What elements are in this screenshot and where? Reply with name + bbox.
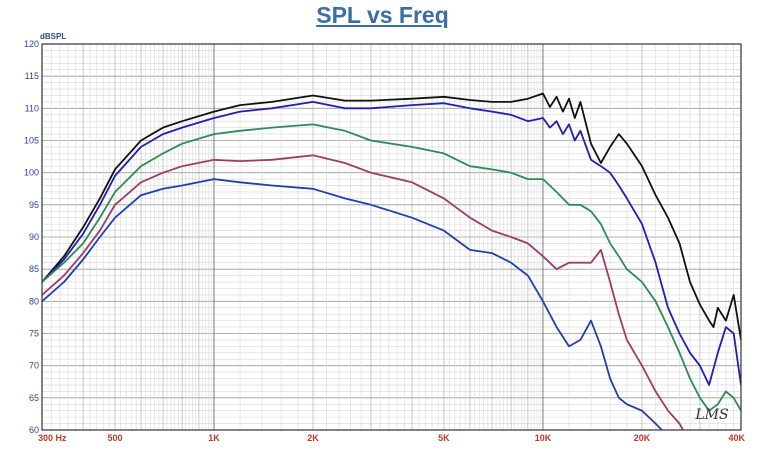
y-tick-label: 70 (29, 361, 39, 371)
y-tick-label: 95 (29, 200, 39, 210)
x-tick-label: 40K (728, 433, 745, 443)
y-tick-label: 75 (29, 329, 39, 339)
y-tick-label: 80 (29, 296, 39, 306)
series-line-5 (42, 178, 664, 430)
chart-title: SPL vs Freq (316, 2, 449, 28)
x-tick-label: 500 (107, 433, 122, 443)
x-tick-label: 5K (438, 433, 450, 443)
x-tick-label: 2K (307, 433, 319, 443)
y-tick-label: 90 (29, 232, 39, 242)
y-tick-label: 65 (29, 393, 39, 403)
plot-frame (41, 43, 742, 431)
y-tick-label: 105 (24, 136, 39, 146)
series-line-2 (42, 101, 741, 386)
series-line-1 (42, 92, 741, 341)
y-tick-label: 60 (29, 425, 39, 435)
y-tick-label: 85 (29, 264, 39, 274)
x-tick-label: 20K (634, 433, 651, 443)
x-tick-label: 10K (535, 433, 552, 443)
x-tick-label: 1K (208, 433, 220, 443)
y-tick-label: 110 (25, 103, 39, 113)
series-line-4 (42, 154, 685, 430)
lms-watermark: LMS (694, 407, 728, 423)
y-tick-label: 120 (24, 39, 39, 49)
y-tick-label: 115 (25, 71, 39, 81)
series-lines (42, 92, 741, 430)
x-tick-label: 300 Hz (38, 433, 67, 443)
series-line-3 (42, 123, 741, 412)
y-tick-label: 100 (24, 168, 39, 178)
grid (41, 43, 742, 431)
y-axis-label: dBSPL (40, 32, 66, 41)
